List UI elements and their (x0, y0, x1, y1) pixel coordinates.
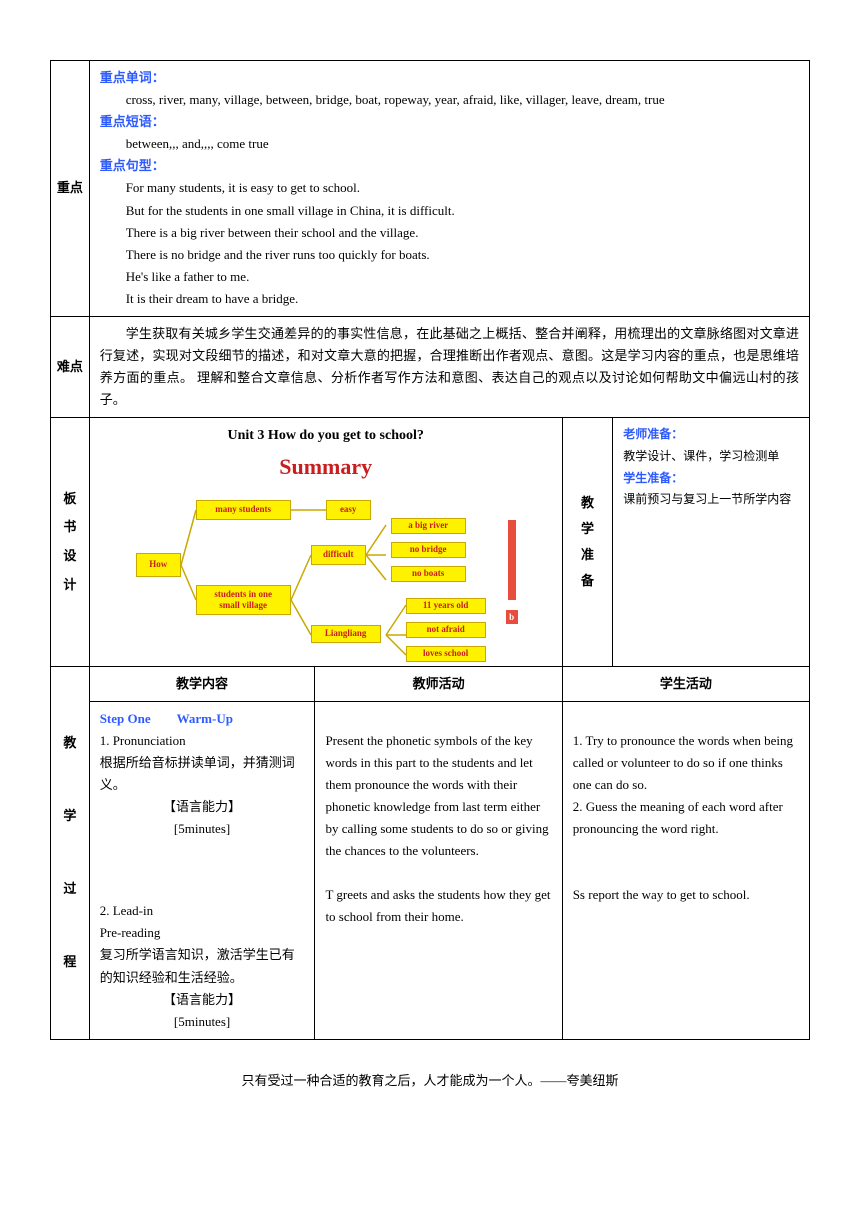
vocab-heading: 重点单词： (100, 67, 799, 89)
proc-item-2: 根据所给音标拼读单词，并猜测词义。 (100, 752, 305, 796)
teacher-prep-heading: 老师准备： (623, 424, 799, 446)
proc-item-4: Pre-reading (100, 922, 305, 944)
node-big-river: a big river (391, 518, 466, 534)
node-easy: easy (326, 500, 371, 520)
node-difficult: difficult (311, 545, 366, 565)
header-student: 学生活动 (562, 666, 809, 701)
sentence-6: It is their dream to have a bridge. (100, 288, 799, 310)
teaching-prep-content: 老师准备： 教学设计、课件，学习检测单 学生准备： 课前预习与复习上一节所学内容 (613, 418, 810, 666)
proc-tag-2: 【语言能力】 (100, 989, 305, 1011)
label-difficulty: 难点 (51, 317, 90, 418)
sentence-heading: 重点句型： (100, 155, 799, 177)
label-teaching-process: 教 学 过 程 (51, 666, 90, 1039)
student-prep-text: 课前预习与复习上一节所学内容 (623, 489, 799, 511)
proc-time-2: [5minutes] (100, 1011, 305, 1033)
diagram-red-bar (508, 520, 516, 600)
board-design-content: Unit 3 How do you get to school? Summary… (89, 418, 562, 666)
summary-title: Summary (94, 448, 558, 485)
node-not-afraid: not afraid (406, 622, 486, 638)
node-how: How (136, 553, 181, 577)
node-many-students: many students (196, 500, 291, 520)
proc-item-1: 1. Pronunciation (100, 730, 305, 752)
proc-tag-1: 【语言能力】 (100, 796, 305, 818)
proc-time-1: [5minutes] (100, 818, 305, 840)
sentence-3: There is a big river between their schoo… (100, 222, 799, 244)
node-no-boats: no boats (391, 566, 466, 582)
sentence-5: He's like a father to me. (100, 266, 799, 288)
header-teacher: 教师活动 (315, 666, 562, 701)
vocab-list: cross, river, many, village, between, br… (100, 89, 799, 111)
process-teacher-col: Present the phonetic symbols of the key … (315, 701, 562, 1039)
key-points-content: 重点单词： cross, river, many, village, betwe… (89, 61, 809, 317)
sentence-2: But for the students in one small villag… (100, 200, 799, 222)
sentence-1: For many students, it is easy to get to … (100, 177, 799, 199)
node-liangliang: Liangliang (311, 625, 381, 643)
difficulty-text: 学生获取有关城乡学生交通差异的的事实性信息，在此基础之上概括、整合并阐释，用梳理… (100, 323, 799, 411)
summary-diagram: How many students students in one small … (136, 490, 516, 660)
lesson-plan-table: 重点 重点单词： cross, river, many, village, be… (50, 60, 810, 1040)
node-small-village: students in one small village (196, 585, 291, 615)
step-one-title: Step One Warm-Up (100, 708, 305, 730)
difficulty-content: 学生获取有关城乡学生交通差异的的事实性信息，在此基础之上概括、整合并阐释，用梳理… (89, 317, 809, 418)
header-content: 教学内容 (89, 666, 315, 701)
student-activity-2: 2. Guess the meaning of each word after … (573, 796, 799, 840)
phrase-list: between,,, and,,,, come true (100, 133, 799, 155)
teacher-activity-1: Present the phonetic symbols of the key … (325, 730, 551, 863)
proc-item-5: 复习所学语言知识，激活学生已有的知识经验和生活经验。 (100, 944, 305, 988)
student-prep-heading: 学生准备： (623, 468, 799, 490)
label-teaching-prep: 教 学 准 备 (562, 418, 613, 666)
node-loves-school: loves school (406, 646, 486, 662)
label-board-design: 板 书 设 计 (51, 418, 90, 666)
node-no-bridge: no bridge (391, 542, 466, 558)
teacher-prep-text: 教学设计、课件，学习检测单 (623, 446, 799, 468)
student-activity-1: 1. Try to pronounce the words when being… (573, 730, 799, 796)
diagram-badge: b (506, 610, 518, 624)
teacher-activity-2: T greets and asks the students how they … (325, 884, 551, 928)
footer-quote: 只有受过一种合适的教育之后，人才能成为一个人。——夸美纽斯 (50, 1070, 810, 1092)
process-student-col: 1. Try to pronounce the words when being… (562, 701, 809, 1039)
proc-item-3: 2. Lead-in (100, 900, 305, 922)
process-content-col: Step One Warm-Up 1. Pronunciation 根据所给音标… (89, 701, 315, 1039)
label-key-points: 重点 (51, 61, 90, 317)
phrase-heading: 重点短语： (100, 111, 799, 133)
unit-title: Unit 3 How do you get to school? (94, 424, 558, 448)
sentence-4: There is no bridge and the river runs to… (100, 244, 799, 266)
student-activity-3: Ss report the way to get to school. (573, 884, 799, 906)
node-11-years: 11 years old (406, 598, 486, 614)
